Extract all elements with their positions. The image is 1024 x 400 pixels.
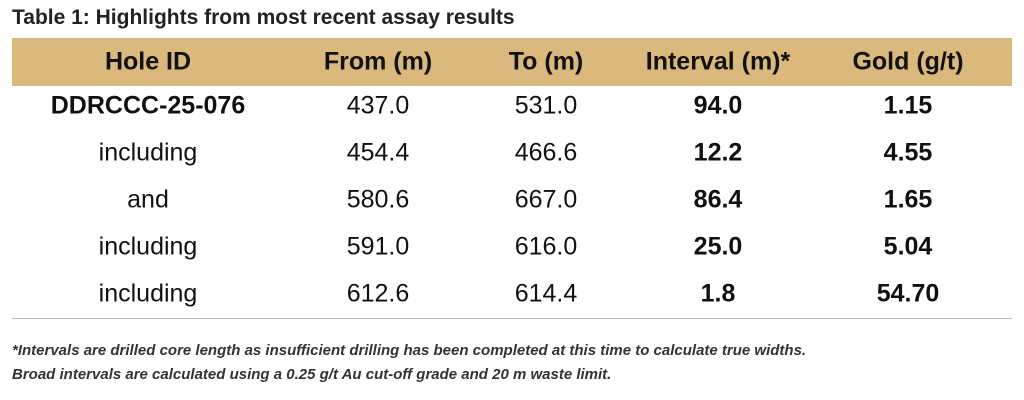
table-cell: 454.4 xyxy=(346,138,410,167)
table-cell: 667.0 xyxy=(514,185,578,214)
table-cell: and xyxy=(127,185,169,214)
table-cell: DDRCCC-25-076 xyxy=(50,91,246,120)
table-cell: 466.6 xyxy=(514,138,578,167)
table-cell: 12.2 xyxy=(693,138,743,167)
column-header: Interval (m)* xyxy=(645,47,791,76)
table-cell: 25.0 xyxy=(693,232,743,261)
table-cell: 437.0 xyxy=(346,91,410,120)
header-band xyxy=(12,38,1012,86)
table-cell: 4.55 xyxy=(883,138,933,167)
table-cell: 1.65 xyxy=(883,185,933,214)
table-cell: 591.0 xyxy=(346,232,410,261)
table-cell: 94.0 xyxy=(693,91,743,120)
table-cell: including xyxy=(98,279,198,308)
table-cell: 580.6 xyxy=(346,185,410,214)
table-cell: 531.0 xyxy=(514,91,578,120)
table-cell: 1.15 xyxy=(883,91,933,120)
table-cell: 1.8 xyxy=(700,279,736,308)
footnote: Broad intervals are calculated using a 0… xyxy=(12,366,612,383)
column-header: To (m) xyxy=(508,47,584,76)
table-cell: 616.0 xyxy=(514,232,578,261)
table-cell: 86.4 xyxy=(693,185,743,214)
table-title: Table 1: Highlights from most recent ass… xyxy=(12,6,515,29)
column-header: Gold (g/t) xyxy=(852,47,964,76)
table-cell: including xyxy=(98,232,198,261)
column-header: From (m) xyxy=(323,47,433,76)
table-cell: 614.4 xyxy=(514,279,578,308)
table-cell: 5.04 xyxy=(883,232,933,261)
table-cell: 54.70 xyxy=(876,279,940,308)
footnote: *Intervals are drilled core length as in… xyxy=(12,342,807,359)
table-cell: 612.6 xyxy=(346,279,410,308)
column-header: Hole ID xyxy=(104,47,192,76)
table-bottom-rule xyxy=(12,318,1012,319)
table-cell: including xyxy=(98,138,198,167)
